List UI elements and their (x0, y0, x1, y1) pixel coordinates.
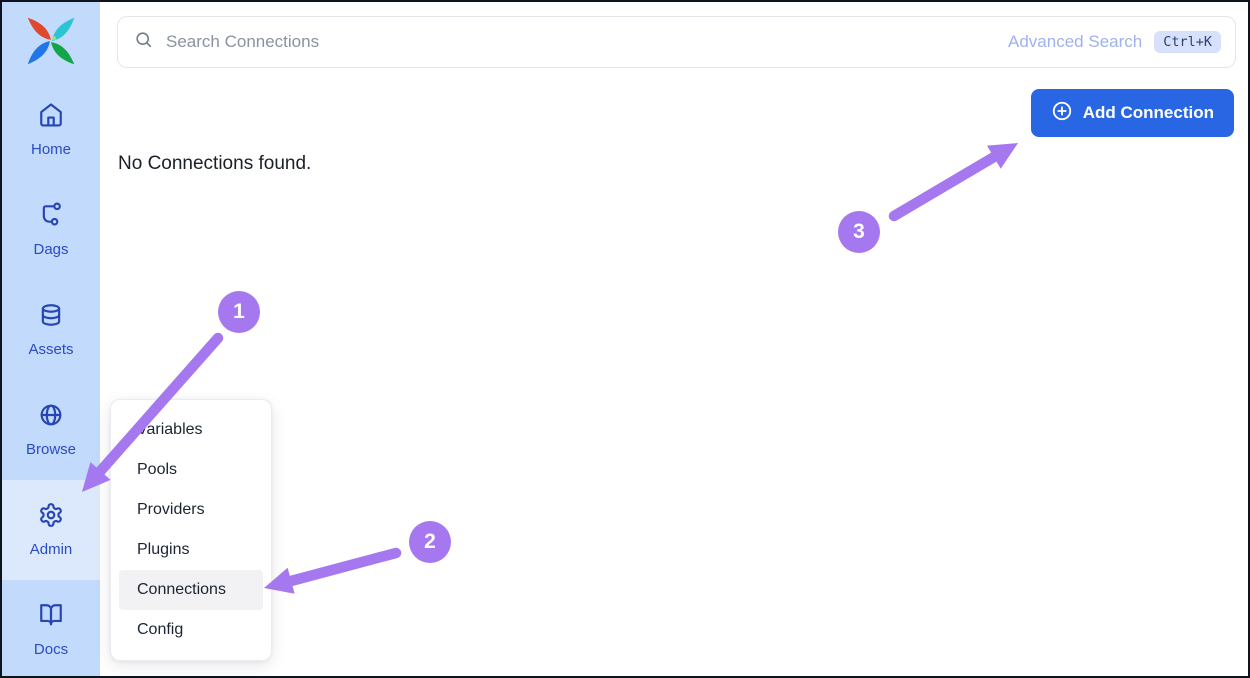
sidebar-label-assets: Assets (28, 341, 74, 358)
keyboard-shortcut-badge: Ctrl+K (1154, 31, 1221, 53)
airflow-logo[interactable] (2, 2, 100, 80)
book-open-icon (38, 602, 64, 633)
sidebar-item-browse[interactable]: Browse (2, 380, 100, 480)
sidebar-label-home: Home (30, 141, 71, 158)
menu-item-connections[interactable]: Connections (119, 570, 263, 610)
sidebar-item-admin[interactable]: Admin (2, 480, 100, 580)
sidebar-item-home[interactable]: Home (2, 80, 100, 180)
home-icon (38, 102, 64, 133)
dag-icon (38, 202, 64, 233)
menu-item-providers[interactable]: Providers (137, 501, 205, 518)
sidebar-item-assets[interactable]: Assets (2, 280, 100, 380)
gear-icon (38, 502, 64, 533)
search-bar[interactable]: Advanced Search Ctrl+K (117, 16, 1236, 68)
sidebar-label-admin: Admin (29, 541, 73, 558)
menu-item-plugins[interactable]: Plugins (137, 541, 190, 558)
airflow-pinwheel-icon (27, 17, 75, 65)
search-icon (134, 30, 153, 54)
sidebar-label-browse: Browse (25, 441, 77, 458)
database-icon (38, 302, 64, 333)
search-input[interactable] (166, 32, 1009, 52)
menu-item-pools[interactable]: Pools (137, 461, 178, 478)
admin-dropdown-menu: Variables Pools Providers Plugins Connec… (110, 399, 272, 661)
advanced-search-link[interactable]: Advanced Search (1008, 32, 1143, 51)
add-connection-label: Add Connection (1082, 103, 1214, 122)
sidebar-item-docs[interactable]: Docs (2, 580, 100, 676)
empty-state-message: No Connections found. (118, 153, 312, 174)
add-connection-button[interactable]: Add Connection (1030, 89, 1234, 137)
menu-item-config[interactable]: Config (137, 621, 184, 638)
sidebar-item-dags[interactable]: Dags (2, 180, 100, 280)
plus-circle-icon (1051, 100, 1073, 127)
sidebar-label-docs: Docs (33, 641, 69, 658)
sidebar: Home Dags Assets (2, 2, 100, 676)
menu-item-variables[interactable]: Variables (137, 421, 203, 438)
main-content: Advanced Search Ctrl+K Add Connection No… (100, 2, 1248, 676)
globe-icon (38, 402, 64, 433)
sidebar-label-dags: Dags (33, 241, 69, 258)
